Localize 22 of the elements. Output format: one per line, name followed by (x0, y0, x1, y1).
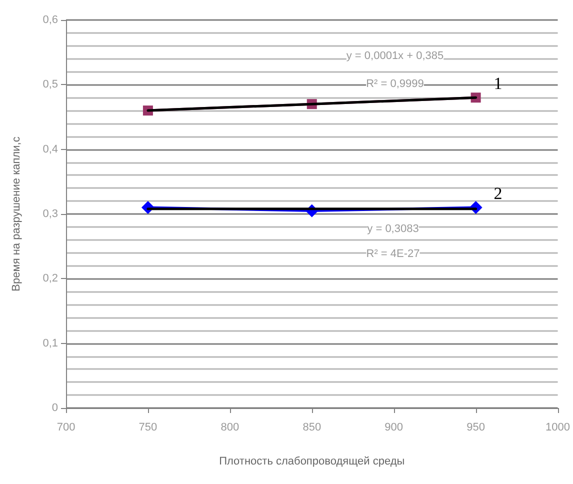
x-tick-label: 1000 (546, 422, 570, 434)
annotation: y = 0,0001x + 0,385 (346, 50, 444, 62)
y-tick-label: 0,6 (42, 14, 58, 26)
x-tick-label: 850 (302, 422, 322, 434)
y-tick-label: 0,2 (42, 272, 58, 285)
x-axis-title: Плотность слабопроводящей среды (219, 456, 405, 468)
y-axis-title: Время на разрушение капли,с (10, 136, 22, 292)
x-tick-label: 800 (220, 422, 240, 434)
y-tick-label: 0,5 (42, 78, 58, 91)
y-tick-label: 0 (52, 402, 58, 414)
x-tick-label: 950 (466, 422, 485, 434)
x-tick-label: 700 (56, 422, 76, 434)
series-label: 2 (494, 184, 502, 204)
x-tick-label: 750 (138, 422, 158, 434)
y-tick-label: 0,1 (42, 337, 58, 350)
y-tick-label: 0,3 (42, 208, 58, 220)
annotation: R² = 0,9999 (366, 78, 424, 90)
x-tick-label: 900 (384, 422, 404, 434)
annotation: R² = 4E-27 (366, 248, 420, 260)
series-label: 1 (494, 74, 502, 94)
annotation: y = 0,3083 (367, 223, 419, 235)
y-tick-label: 0,4 (42, 143, 58, 156)
